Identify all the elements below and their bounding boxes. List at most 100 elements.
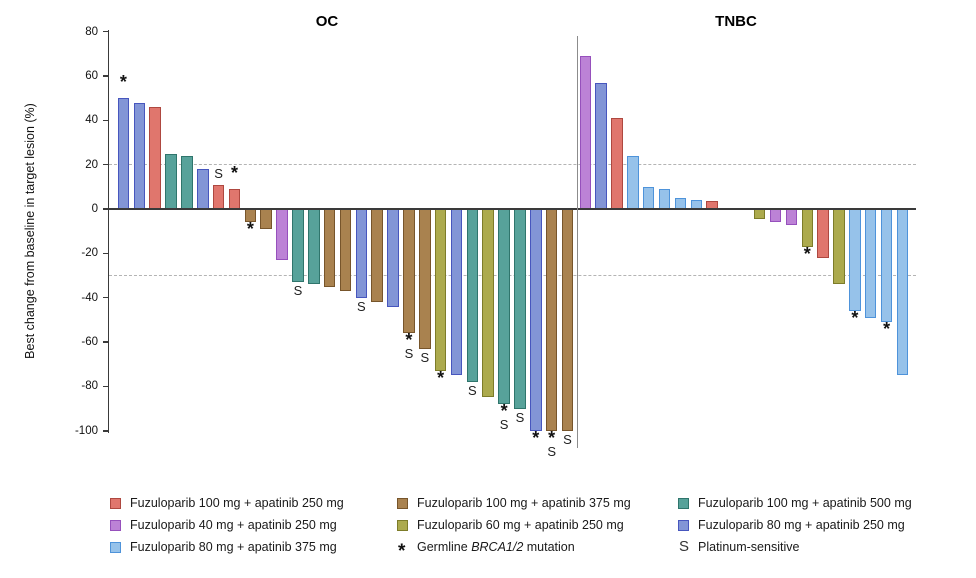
bar xyxy=(323,209,336,287)
platinum-sensitive-marker: S xyxy=(547,444,556,459)
platinum-sensitive-marker: S xyxy=(357,299,366,314)
bar xyxy=(880,209,893,322)
bar xyxy=(276,209,288,260)
legend-swatch-blue xyxy=(678,519,689,531)
platinum-sensitive-marker: S xyxy=(293,283,303,298)
bar xyxy=(387,209,399,307)
bar xyxy=(197,169,209,209)
bar xyxy=(212,185,225,209)
bar xyxy=(466,209,479,382)
legend-swatch-sky xyxy=(110,541,121,553)
threshold-line--30 xyxy=(109,275,916,277)
bar xyxy=(545,209,558,431)
bar xyxy=(149,107,161,209)
legend-label: Fuzuloparib 40 mg + apatinib 250 mg xyxy=(130,518,337,532)
bar xyxy=(896,209,909,375)
platinum-sensitive-marker: S xyxy=(515,410,525,425)
brca-mutation-marker: * xyxy=(230,163,238,183)
legend-label: Fuzuloparib 80 mg + apatinib 375 mg xyxy=(130,540,337,554)
y-tick xyxy=(102,385,108,388)
y-tick-label: -20 xyxy=(81,247,98,260)
bar xyxy=(514,209,526,409)
brca-mutation-marker: * xyxy=(883,319,891,339)
platinum-sensitive-marker: S xyxy=(563,432,572,447)
legend-swatch-teal xyxy=(678,497,689,509)
zero-baseline xyxy=(109,208,916,210)
bar xyxy=(450,209,463,375)
y-tick xyxy=(102,296,108,299)
legend-label: Germline BRCA1/2 mutation xyxy=(417,540,575,554)
bar xyxy=(403,209,415,333)
y-tick-label: -60 xyxy=(81,336,98,349)
brca-mutation-marker: * xyxy=(500,401,508,421)
section-title-tnbc: TNBC xyxy=(715,13,757,30)
y-tick xyxy=(102,119,108,122)
legend: Fuzuloparib 100 mg + apatinib 250 mg Fuzu… xyxy=(0,470,976,570)
y-tick-label: -100 xyxy=(74,424,98,437)
brca-mutation-marker: * xyxy=(851,308,859,328)
bar xyxy=(817,209,829,258)
y-tick xyxy=(102,30,108,33)
y-tick-label: -80 xyxy=(81,380,98,393)
section-divider xyxy=(576,36,578,448)
y-tick xyxy=(102,75,108,77)
bar xyxy=(801,209,814,247)
y-tick-label: -40 xyxy=(81,291,98,304)
bar xyxy=(133,103,146,209)
bar xyxy=(579,56,591,209)
legend-swatch-olive xyxy=(397,519,408,531)
bar xyxy=(595,83,607,209)
y-tick-label: 80 xyxy=(85,25,98,38)
bar xyxy=(561,209,574,431)
bar xyxy=(611,118,623,209)
y-axis xyxy=(107,30,109,433)
bar xyxy=(244,209,257,222)
bar xyxy=(658,189,671,209)
y-tick-label: 20 xyxy=(85,158,98,171)
brca-mutation-marker: * xyxy=(437,368,445,388)
brca-mutation-marker: * xyxy=(803,244,811,264)
legend-s-symbol: S xyxy=(679,538,690,555)
y-tick xyxy=(102,252,108,255)
y-tick-label: 0 xyxy=(91,203,98,215)
bar xyxy=(498,209,510,404)
bar xyxy=(308,209,320,284)
bar xyxy=(371,209,383,302)
bar xyxy=(769,209,782,222)
legend-asterisk-symbol: * xyxy=(398,541,406,562)
platinum-sensitive-marker: S xyxy=(468,383,477,398)
bar xyxy=(165,154,177,209)
legend-swatch-purple xyxy=(110,519,121,531)
bar xyxy=(753,209,766,219)
bar xyxy=(419,209,431,349)
brca-mutation-marker: * xyxy=(548,428,556,448)
section-title-oc: OC xyxy=(315,13,339,30)
platinum-sensitive-marker: S xyxy=(214,166,223,181)
y-tick-label: 60 xyxy=(85,69,98,82)
legend-swatch-red xyxy=(110,497,121,509)
bar xyxy=(228,189,241,209)
bar xyxy=(181,156,193,209)
bar xyxy=(530,209,542,431)
platinum-sensitive-marker: S xyxy=(420,350,430,365)
legend-label: Fuzuloparib 100 mg + apatinib 250 mg xyxy=(130,496,344,510)
bar xyxy=(864,209,877,318)
brca-mutation-marker: * xyxy=(119,72,127,92)
bar xyxy=(642,187,655,209)
bar xyxy=(849,209,861,311)
bar xyxy=(355,209,368,298)
brca-mutation-marker: * xyxy=(405,330,413,350)
bar xyxy=(434,209,447,371)
legend-label: Fuzuloparib 60 mg + apatinib 250 mg xyxy=(417,518,624,532)
y-tick xyxy=(102,208,108,210)
legend-label: Fuzuloparib 100 mg + apatinib 375 mg xyxy=(417,496,631,510)
bar xyxy=(339,209,352,291)
y-tick-label: 40 xyxy=(85,114,98,127)
bar xyxy=(833,209,845,284)
bar xyxy=(117,98,130,209)
bar xyxy=(260,209,272,229)
y-tick xyxy=(102,430,108,432)
legend-label: Platinum-sensitive xyxy=(698,540,800,554)
